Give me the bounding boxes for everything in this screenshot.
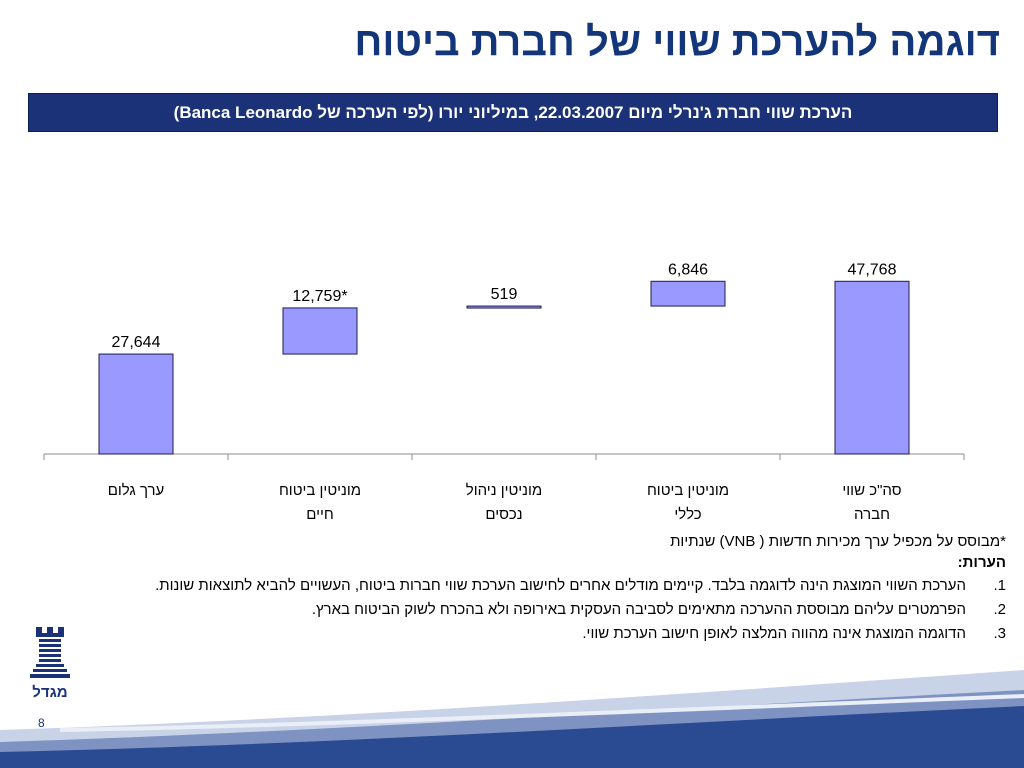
category-label-line: ערך גלום xyxy=(107,482,165,499)
note-item: 2. הפרמטרים עליהם מבוססת ההערכה מתאימים … xyxy=(76,598,1006,622)
note-item: 3. הדוגמה המוצגת אינה מהווה המלצה לאופן … xyxy=(76,622,1006,646)
bar xyxy=(466,305,542,309)
footnote: *מבוסס על מכפיל ערך מכירות חדשות ( VNB) … xyxy=(670,533,1006,550)
bar xyxy=(282,307,358,355)
note-number: 3. xyxy=(993,625,1006,642)
category-label-line: מוניטין ביטוח xyxy=(278,482,362,499)
notes-title: הערות: xyxy=(957,554,1006,571)
category-label-line: חיים xyxy=(306,506,334,523)
data-label: 519 xyxy=(491,286,518,303)
category-label-line: נכסים xyxy=(485,506,523,523)
note-text: הפרמטרים עליהם מבוססת ההערכה מתאימים לסב… xyxy=(311,601,966,618)
category-label-line: סה"כ שווי xyxy=(842,482,902,499)
data-label: 47,768 xyxy=(848,261,897,278)
note-text: הערכת השווי המוצגת הינה לדוגמה בלבד. קיי… xyxy=(155,577,966,594)
category-label-line: כללי xyxy=(674,506,702,523)
bar xyxy=(834,280,910,455)
notes-list: 1. הערכת השווי המוצגת הינה לדוגמה בלבד. … xyxy=(76,574,1006,646)
category-label-line: מוניטין ביטוח xyxy=(646,482,730,499)
data-label: 27,644 xyxy=(112,334,161,351)
bar xyxy=(98,353,174,455)
category-label: מוניטין ביטוח חיים xyxy=(240,479,400,527)
waterfall-chart: 27,644 12,759* 519 6,846 47,768 xyxy=(43,261,965,460)
decorative-wave xyxy=(0,670,1024,768)
page-number: 8 xyxy=(38,716,45,730)
category-label-line: מוניטין ניהול xyxy=(465,482,543,499)
bar xyxy=(650,280,726,307)
category-label: מוניטין ניהול נכסים xyxy=(424,479,584,527)
chart-subtitle-banner: הערכת שווי חברת ג'נרלי מיום 22.03.2007, … xyxy=(28,93,998,132)
note-item: 1. הערכת השווי המוצגת הינה לדוגמה בלבד. … xyxy=(76,574,1006,598)
chart-subtitle: הערכת שווי חברת ג'נרלי מיום 22.03.2007, … xyxy=(173,102,853,122)
note-number: 1. xyxy=(993,577,1006,594)
note-text: הדוגמה המוצגת אינה מהווה המלצה לאופן חיש… xyxy=(582,625,966,642)
category-label: סה"כ שווי חברה xyxy=(792,479,952,527)
data-label: 6,846 xyxy=(668,261,708,278)
category-label-line: חברה xyxy=(854,506,890,523)
category-label: ערך גלום xyxy=(56,479,216,503)
migdal-logo: מגדל xyxy=(30,627,70,701)
page-title: דוגמה להערכת שווי של חברת ביטוח xyxy=(354,20,1000,64)
data-label: 12,759* xyxy=(292,288,347,305)
note-number: 2. xyxy=(993,601,1006,618)
category-label: מוניטין ביטוח כללי xyxy=(608,479,768,527)
logo-text: מגדל xyxy=(32,684,67,701)
